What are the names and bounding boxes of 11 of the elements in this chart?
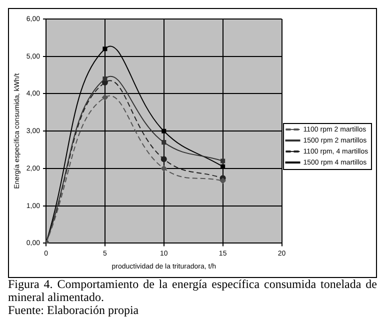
text: Figura 4. Comportamiento de la energía específica consumida tonelada de mineral alimentado.: [8, 277, 377, 304]
point: [102, 46, 108, 52]
point: [102, 76, 108, 82]
point: [220, 158, 226, 164]
point: [160, 156, 167, 162]
point: [102, 94, 108, 100]
point: [162, 140, 166, 145]
source-note: Fuente: Elaboración propia: [8, 303, 140, 317]
point: [160, 165, 167, 172]
point: [220, 178, 226, 184]
point: [162, 128, 166, 134]
